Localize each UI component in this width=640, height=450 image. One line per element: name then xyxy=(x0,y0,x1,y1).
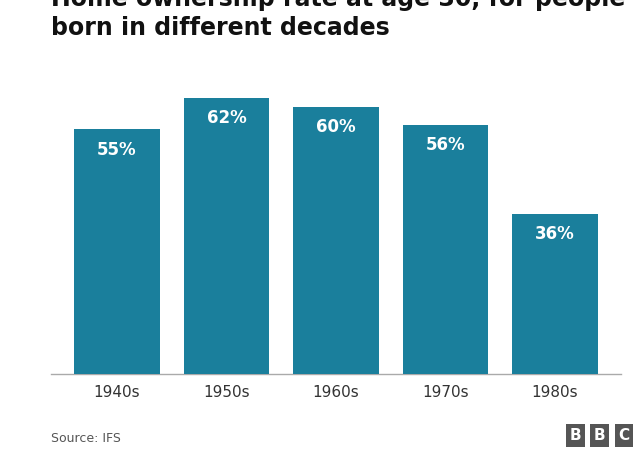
Bar xyxy=(403,125,488,374)
Text: B: B xyxy=(570,428,581,443)
Text: 55%: 55% xyxy=(97,140,137,158)
Bar xyxy=(513,214,598,374)
Text: B: B xyxy=(594,428,605,443)
Text: 60%: 60% xyxy=(316,118,356,136)
Text: Source: IFS: Source: IFS xyxy=(51,432,121,446)
Text: 36%: 36% xyxy=(535,225,575,243)
Bar xyxy=(184,99,269,374)
Text: 62%: 62% xyxy=(207,109,246,127)
Text: C: C xyxy=(618,428,630,443)
Bar xyxy=(74,130,159,374)
Text: 56%: 56% xyxy=(426,136,465,154)
Bar xyxy=(293,107,379,374)
Text: Home ownership rate at age 30, for people
born in different decades: Home ownership rate at age 30, for peopl… xyxy=(51,0,625,40)
